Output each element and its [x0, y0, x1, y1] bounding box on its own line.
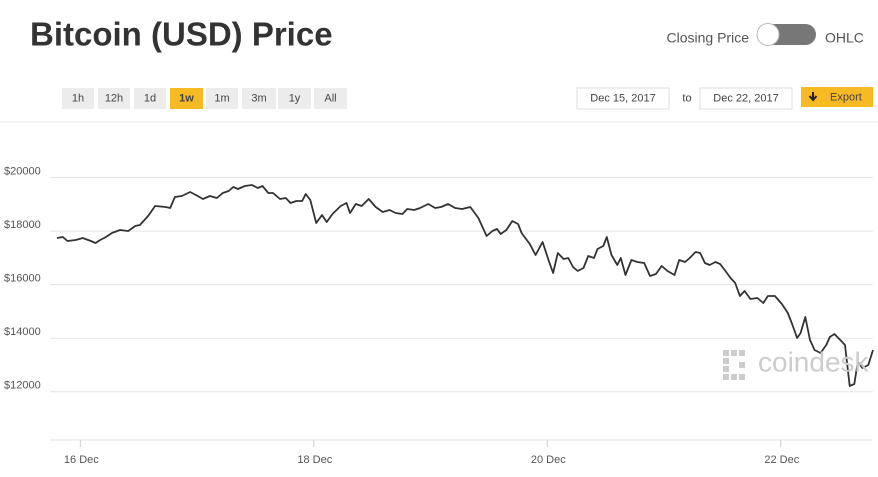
toggle-right-label: OHLC [825, 30, 864, 46]
range-button[interactable] [98, 88, 130, 109]
export-button[interactable] [801, 87, 873, 107]
range-button-label[interactable]: 3m [251, 92, 266, 104]
range-button-label[interactable]: 12h [105, 92, 123, 104]
date-to-input[interactable] [699, 87, 793, 110]
range-button-label[interactable]: 1m [214, 92, 229, 104]
y-tick-label: $14000 [4, 326, 41, 338]
watermark-icon [723, 350, 745, 380]
y-tick-label: $12000 [4, 380, 41, 392]
range-button[interactable] [278, 88, 311, 109]
range-buttons: 1h 12h 1d 1w 1m 3m 1y All [62, 88, 347, 109]
range-button[interactable] [206, 88, 238, 109]
x-tick-label: 18 Dec [297, 454, 332, 466]
range-button[interactable] [242, 88, 276, 109]
toggle-left-label: Closing Price [667, 30, 750, 46]
toggle-knob[interactable] [756, 23, 780, 46]
range-button-label[interactable]: 1d [144, 92, 156, 104]
y-tick-label: $16000 [4, 273, 41, 285]
date-separator: to [682, 92, 691, 104]
y-tick-label: $20000 [4, 165, 41, 177]
date-from-input[interactable] [576, 87, 670, 110]
x-tick-label: 22 Dec [764, 454, 799, 466]
plot: $12000 $14000 $16000 $18000 $20000 16 Dec 18 D… [4, 165, 874, 466]
page-title: Bitcoin (USD) Price [30, 16, 333, 53]
x-tick-label: 20 Dec [531, 454, 566, 466]
x-tick-label: 16 Dec [64, 454, 99, 466]
price-line [56, 184, 874, 387]
date-from: Dec 15, 2017 [590, 92, 655, 104]
range-button[interactable] [62, 88, 94, 109]
date-to: Dec 22, 2017 [713, 92, 778, 104]
watermark: coindesk [758, 346, 870, 377]
range-button-label[interactable]: All [324, 92, 336, 104]
range-button[interactable] [134, 88, 166, 109]
range-button[interactable] [314, 88, 347, 109]
range-button-label[interactable]: 1y [289, 92, 301, 104]
export-label: Export [830, 91, 862, 103]
y-tick-label: $18000 [4, 219, 41, 231]
range-button[interactable] [170, 88, 203, 109]
range-button-label[interactable]: 1h [72, 92, 84, 104]
range-button-label[interactable]: 1w [179, 92, 194, 104]
export-icon [808, 92, 818, 102]
